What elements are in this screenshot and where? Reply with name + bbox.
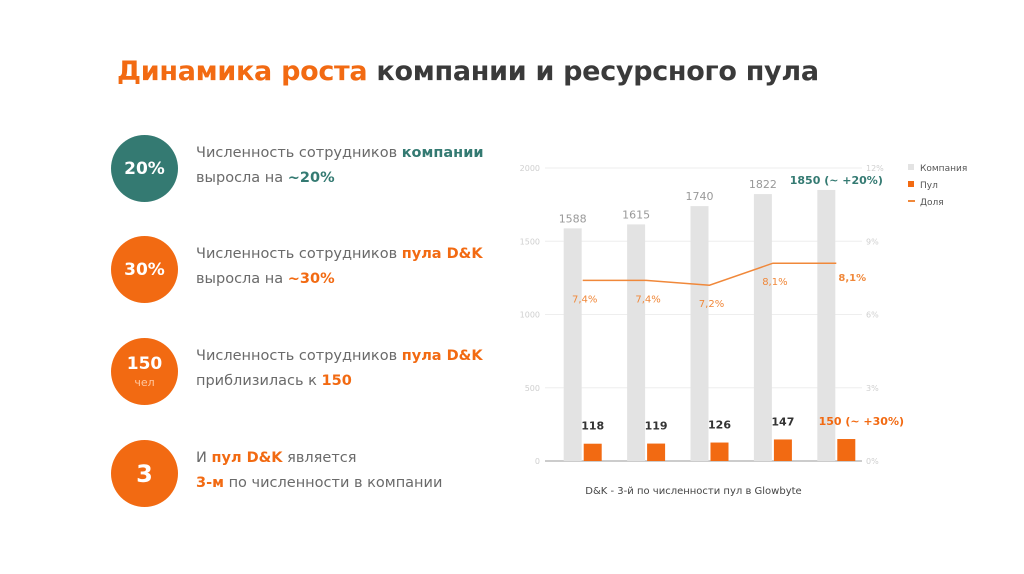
- legend-swatch-company: [908, 164, 914, 170]
- company-bar-label: 1850 (~ +20%): [790, 174, 883, 187]
- share-label: 7,4%: [572, 294, 597, 305]
- share-label: 7,2%: [699, 299, 724, 310]
- pool-bar-label: 118: [581, 420, 604, 433]
- stat-badge: 150 чел: [111, 338, 178, 405]
- share-line: [582, 262, 837, 286]
- stat-text: Численность сотрудников пула D&K приблиз…: [196, 348, 483, 389]
- y2-tick-label: 12%: [866, 164, 884, 173]
- y-tick-label: 1500: [520, 237, 540, 246]
- stat-badge: 3: [111, 440, 178, 507]
- company-bar-label: 1615: [622, 208, 650, 221]
- share-label: 8,1%: [762, 277, 787, 288]
- company-bar: [627, 224, 646, 461]
- stat-pool-size: 150 чел Численность сотрудников пула D&K …: [111, 338, 511, 408]
- y-tick-label: 1000: [520, 311, 540, 320]
- chart-title: D&K - 3-й по численности пул в Glowbyte: [585, 486, 801, 497]
- stat-pool-rank: 3 И пул D&K является 3-м по численности …: [111, 440, 511, 510]
- pool-bar-label: 126: [708, 419, 731, 432]
- pool-bar: [647, 443, 666, 461]
- company-bar-label: 1740: [686, 190, 714, 203]
- pool-bar: [583, 443, 602, 461]
- company-bar: [817, 189, 836, 461]
- legend-label: Компания: [920, 164, 967, 174]
- stat-badge: 20%: [111, 135, 178, 202]
- y2-tick-label: 9%: [866, 237, 879, 246]
- legend-label: Пул: [920, 181, 938, 191]
- company-bar: [753, 194, 772, 461]
- stat-company-growth: 20% Численность сотрудников компании выр…: [111, 135, 511, 205]
- y-tick-label: 2000: [520, 164, 540, 173]
- y2-tick-label: 3%: [866, 384, 879, 393]
- stat-pool-growth: 30% Численность сотрудников пула D&K выр…: [111, 236, 511, 306]
- legend-swatch-pool: [908, 181, 914, 187]
- share-label: 8,1%: [838, 273, 866, 284]
- company-bar-label: 1588: [559, 212, 587, 225]
- company-bar-label: 1822: [749, 178, 777, 191]
- page-title: Динамика роста компании и ресурсного пул…: [117, 56, 819, 87]
- legend-label: Доля: [920, 198, 944, 208]
- pool-bar: [773, 439, 792, 461]
- stat-text: Численность сотрудников компании выросла…: [196, 145, 484, 186]
- company-bar: [563, 228, 582, 461]
- y-tick-label: 0: [535, 457, 540, 466]
- pool-bar-label: 147: [771, 415, 794, 428]
- stat-text: Численность сотрудников пула D&K выросла…: [196, 246, 483, 287]
- y2-tick-label: 6%: [866, 311, 879, 320]
- pool-bar: [837, 439, 856, 461]
- company-bar: [690, 206, 709, 461]
- pool-bar-label: 119: [645, 420, 668, 433]
- y2-tick-label: 0%: [866, 457, 879, 466]
- y-tick-label: 500: [525, 384, 540, 393]
- share-label: 7,4%: [635, 294, 660, 305]
- pool-bar: [710, 442, 729, 461]
- stat-text: И пул D&K является 3-м по численности в …: [196, 450, 443, 491]
- growth-chart: 0 0% 500 3% 1000 6% 1500 9% 2000 12% 1588 118 7,4% 16…: [520, 164, 967, 497]
- pool-bar-label: 150 (~ +30%): [819, 415, 904, 428]
- stat-badge: 30%: [111, 236, 178, 303]
